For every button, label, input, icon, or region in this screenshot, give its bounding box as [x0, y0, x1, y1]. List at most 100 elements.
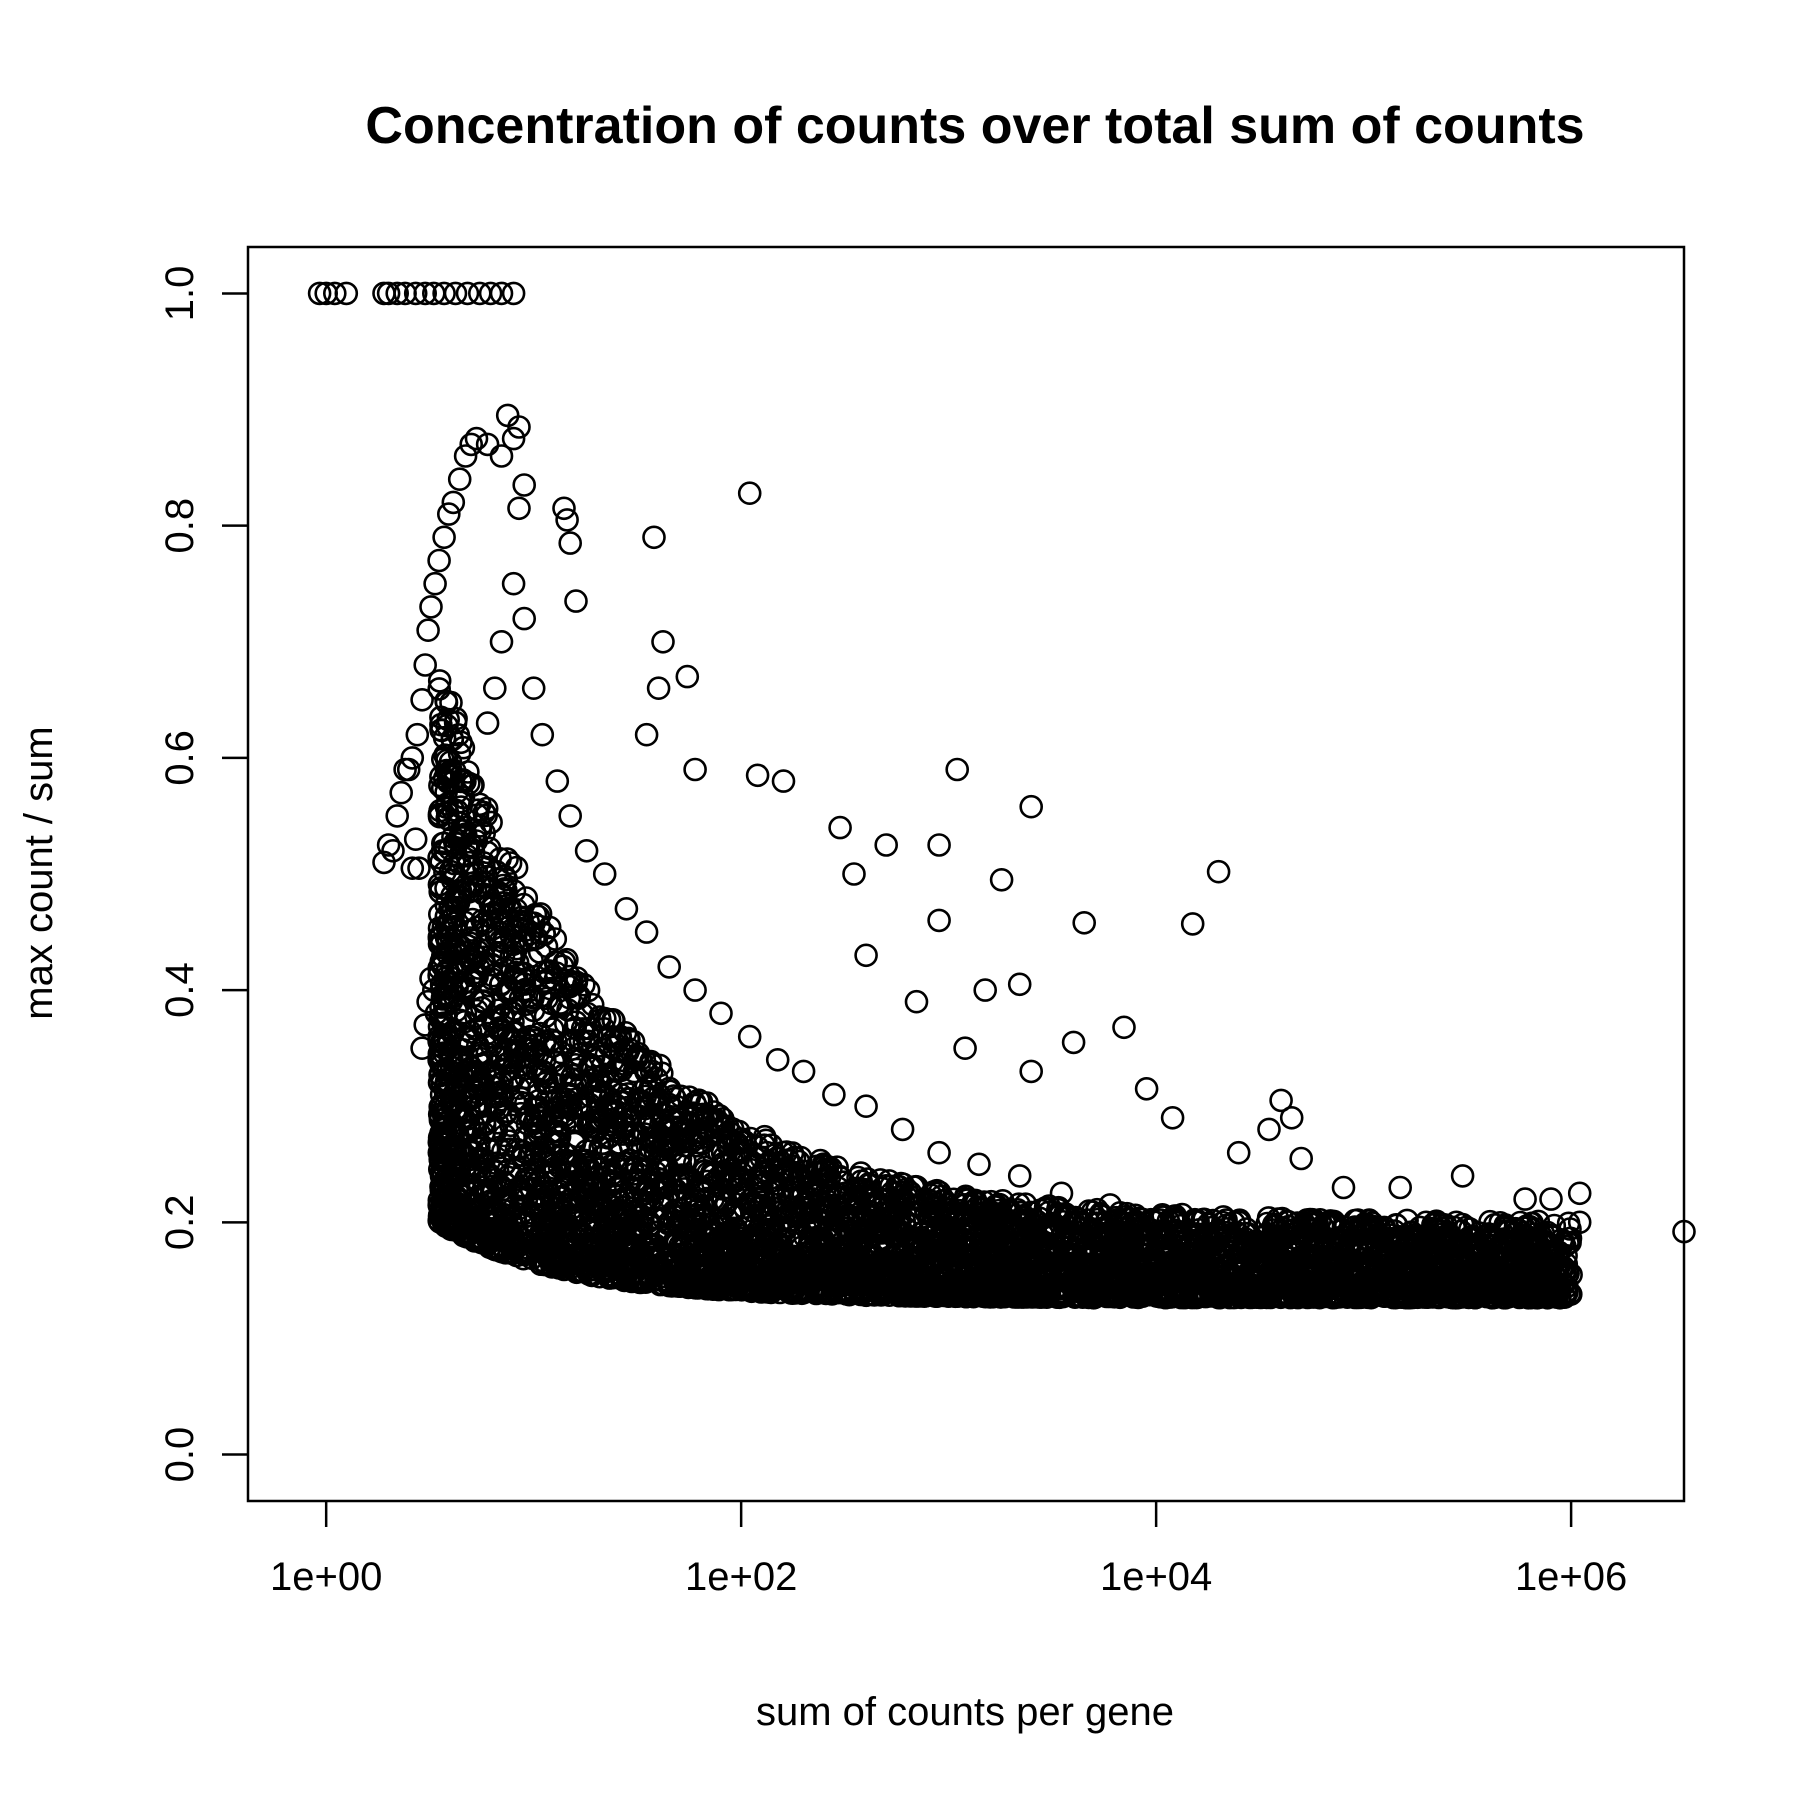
data-point: [1146, 1249, 1171, 1273]
data-point: [1324, 1271, 1349, 1295]
data-point: [559, 972, 584, 997]
data-point: [592, 1006, 617, 1031]
data-point: [653, 1264, 678, 1289]
data-point: [618, 1070, 643, 1094]
data-point: [609, 1090, 634, 1115]
data-point: [632, 1182, 657, 1206]
data-point: [1308, 1233, 1333, 1257]
data-point: [560, 1082, 584, 1107]
data-point: [650, 1152, 675, 1177]
data-point: [491, 1005, 515, 1030]
data-point: [722, 1198, 747, 1222]
data-point: [502, 1019, 527, 1044]
data-point: [427, 802, 452, 827]
data-point: [632, 1197, 657, 1221]
data-point: [969, 1220, 994, 1245]
data-point: [811, 1152, 836, 1176]
data-point: [488, 1016, 512, 1040]
data-point: [540, 1071, 565, 1095]
data-point: [729, 1130, 754, 1154]
data-point: [866, 1238, 891, 1263]
data-point: [1011, 1237, 1036, 1261]
data-point: [573, 1148, 598, 1173]
data-point: [598, 1245, 623, 1269]
data-point: [430, 776, 455, 801]
data-point: [1203, 1236, 1227, 1260]
data-point: [481, 895, 505, 920]
data-point: [960, 1282, 985, 1307]
data-point: [929, 1184, 954, 1209]
data-point: [510, 909, 535, 934]
data-point: [534, 1164, 559, 1188]
data-point: [434, 795, 459, 819]
data-point: [559, 1067, 583, 1091]
data-point: [602, 1222, 627, 1246]
data-point: [427, 677, 452, 701]
points-layer: [307, 281, 1696, 1310]
data-point: [1036, 1282, 1061, 1306]
data-point: [510, 928, 535, 953]
data-point: [565, 966, 589, 990]
data-point: [732, 1265, 756, 1289]
data-point: [639, 1052, 664, 1076]
data-point: [522, 1152, 547, 1176]
data-point: [1481, 1239, 1505, 1264]
data-point: [825, 1155, 849, 1179]
data-point: [513, 1091, 538, 1116]
data-point: [611, 1048, 636, 1073]
data-point: [1008, 1283, 1033, 1307]
data-point: [784, 1204, 808, 1229]
data-point: [579, 1054, 604, 1079]
data-point: [1093, 1244, 1117, 1269]
data-point: [458, 1160, 482, 1185]
data-point: [1082, 1241, 1106, 1265]
data-point: [1209, 1249, 1234, 1274]
x-axis-label: sum of counts per gene: [756, 1690, 1174, 1734]
data-point: [498, 851, 523, 875]
data-point: [459, 918, 484, 942]
data-point: [456, 1074, 481, 1098]
data-point: [1184, 1224, 1209, 1248]
data-point: [849, 1161, 873, 1185]
data-point: [615, 1251, 639, 1275]
data-point: [488, 1095, 513, 1120]
data-point: [910, 1283, 935, 1308]
data-point: [584, 1109, 609, 1134]
data-point: [1253, 1250, 1278, 1275]
data-point: [729, 1267, 754, 1292]
data-point: [532, 1150, 557, 1175]
data-point: [813, 1153, 837, 1178]
data-point: [661, 1084, 686, 1108]
data-point: [432, 1057, 457, 1082]
data-point: [1343, 1269, 1368, 1294]
data-point: [427, 669, 452, 693]
data-point: [447, 741, 472, 766]
data-point: [604, 1184, 629, 1208]
data-point: [483, 1236, 508, 1261]
data-point: [691, 1107, 716, 1132]
data-point: [709, 1239, 734, 1263]
data-point: [889, 1191, 913, 1216]
data-point: [449, 818, 473, 843]
data-point: [728, 1229, 753, 1254]
data-point: [451, 971, 476, 995]
data-point: [917, 1192, 942, 1216]
data-point: [1121, 1210, 1145, 1235]
data-point: [600, 1172, 625, 1197]
data-point: [616, 1026, 641, 1051]
data-point: [745, 1135, 770, 1159]
data-point: [544, 1030, 568, 1054]
data-point: [1442, 1215, 1467, 1240]
data-point: [578, 1109, 602, 1134]
data-point: [473, 875, 498, 900]
data-point: [473, 1094, 497, 1118]
data-point: [451, 1105, 476, 1129]
data-point: [459, 1055, 484, 1080]
data-point: [555, 947, 579, 972]
data-point: [549, 1199, 574, 1224]
data-point: [535, 986, 559, 1011]
data-point: [621, 1123, 646, 1147]
data-point: [534, 934, 559, 959]
data-point: [1034, 1279, 1059, 1304]
